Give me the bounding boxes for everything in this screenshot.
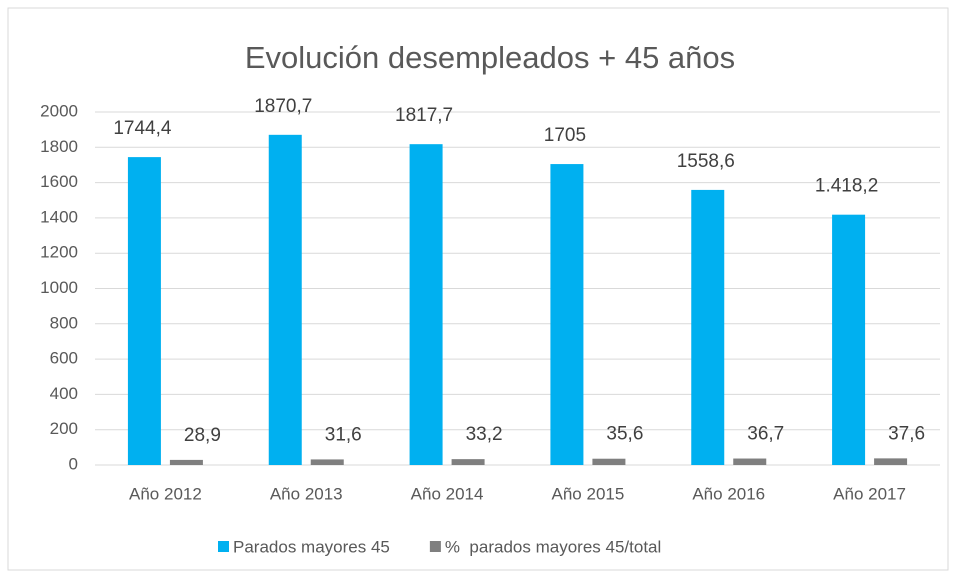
data-label: 1558,6	[677, 151, 735, 172]
bar	[169, 459, 203, 465]
bar	[451, 459, 485, 465]
bar	[310, 459, 344, 465]
data-label: 31,6	[325, 424, 362, 445]
y-tick-label: 1200	[40, 243, 78, 262]
data-label: 1.418,2	[815, 176, 878, 197]
data-label: 1817,7	[395, 105, 453, 126]
bar	[832, 214, 866, 465]
y-tick-label: 1600	[40, 172, 78, 191]
chart-title: Evolución desempleados + 45 años	[245, 40, 735, 75]
data-label: 37,6	[888, 423, 925, 444]
y-tick-label: 1400	[40, 207, 78, 226]
x-tick-label: Año 2012	[129, 484, 202, 503]
bar	[592, 458, 626, 465]
bar	[409, 144, 443, 465]
data-label: 35,6	[606, 424, 643, 445]
legend-swatch	[429, 541, 441, 552]
x-tick-label: Año 2016	[692, 484, 765, 503]
y-tick-label: 600	[50, 349, 78, 368]
bar	[874, 458, 908, 465]
legend-label: % parados mayores 45/total	[445, 537, 661, 556]
y-tick-label: 2000	[40, 101, 78, 120]
x-tick-label: Año 2015	[552, 484, 625, 503]
y-tick-label: 1000	[40, 278, 78, 297]
bar	[550, 164, 584, 465]
x-tick-label: Año 2014	[411, 484, 484, 503]
x-tick-label: Año 2013	[270, 484, 343, 503]
data-label: 1870,7	[254, 96, 312, 117]
bar	[691, 189, 725, 465]
data-label: 1744,4	[113, 118, 172, 139]
bar	[733, 458, 767, 465]
y-tick-label: 400	[50, 384, 78, 403]
y-tick-label: 200	[50, 419, 78, 438]
x-tick-label: Año 2017	[833, 484, 906, 503]
legend-swatch	[218, 541, 229, 552]
bar	[268, 134, 302, 465]
y-tick-label: 0	[69, 454, 78, 473]
data-label: 1705	[544, 125, 586, 146]
bar	[127, 157, 161, 465]
y-tick-label: 1800	[40, 137, 78, 156]
data-label: 33,2	[466, 424, 503, 445]
data-label: 28,9	[184, 425, 221, 446]
y-tick-label: 800	[50, 313, 78, 332]
legend-label: Parados mayores 45	[233, 537, 390, 556]
data-label: 36,7	[747, 424, 784, 445]
